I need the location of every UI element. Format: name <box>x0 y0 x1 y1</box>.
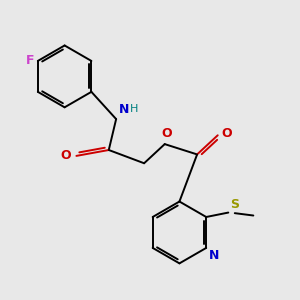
Text: O: O <box>61 149 71 162</box>
Text: N: N <box>209 249 220 262</box>
Text: H: H <box>129 104 138 114</box>
Text: O: O <box>161 127 172 140</box>
Text: F: F <box>26 54 34 68</box>
Text: N: N <box>118 103 129 116</box>
Text: S: S <box>230 198 239 211</box>
Text: O: O <box>221 127 232 140</box>
